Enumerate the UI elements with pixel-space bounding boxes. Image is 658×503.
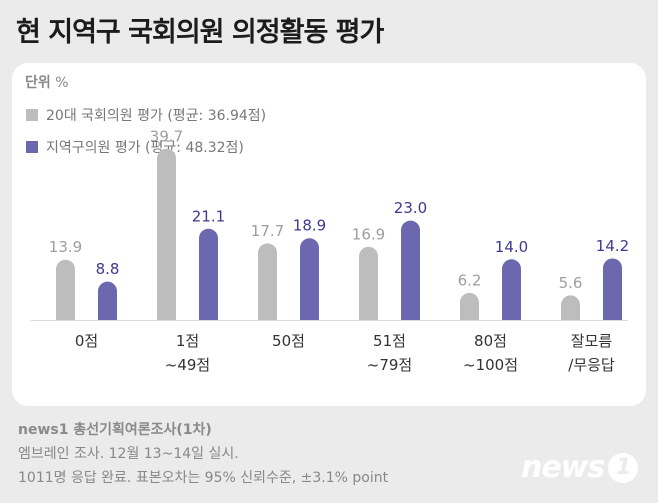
bar-label-s1-1: 39.7	[150, 127, 183, 145]
legend-swatch-series1	[26, 109, 38, 121]
logo-text: news	[521, 450, 605, 485]
bar-s2-1	[199, 228, 218, 320]
category-label-1: 1점 ~49점	[165, 332, 210, 374]
unit-label: 단위 %	[25, 72, 69, 92]
news1-logo: news 1	[521, 450, 639, 485]
footer-line1: 엠브레인 조사. 12월 13~14일 실시.	[18, 446, 239, 462]
unit-label-text: 단위	[25, 75, 51, 91]
bar-chart: 13.9 8.8 0점 39.7 21.1 1점 ~49점 17.7 18.9 50점 16.9 23…	[30, 127, 629, 374]
bar-s2-4	[502, 259, 521, 320]
bar-label-s1-2: 17.7	[251, 222, 284, 240]
footer-source: news1 총선기획여론조사(1차)	[18, 422, 212, 438]
category-label-5: 잘모름/무응답	[568, 332, 615, 374]
bar-s2-3	[401, 220, 420, 320]
bar-label-s2-5: 14.2	[596, 237, 629, 255]
bar-s2-5	[603, 258, 622, 320]
legend-item-series2: 지역구의원 평가 (평균: 48.32점)	[26, 137, 244, 157]
legend-swatch-series2	[26, 141, 38, 153]
bar-label-s1-5: 5.6	[559, 274, 583, 292]
footer: news1 총선기획여론조사(1차) 엠브레인 조사. 12월 13~14일 실…	[18, 418, 388, 490]
bar-s1-1	[157, 148, 176, 320]
legend-label-series1: 20대 국회의원 평가 (평균: 36.94점)	[46, 108, 267, 124]
category-label-2: 50점	[272, 332, 305, 350]
logo-badge: 1	[608, 452, 639, 483]
legend-label-series2: 지역구의원 평가 (평균: 48.32점)	[46, 140, 244, 156]
bar-s2-0	[98, 281, 117, 320]
bar-label-s1-0: 13.9	[49, 238, 82, 256]
bar-s1-4	[460, 292, 479, 320]
unit-value: %	[55, 75, 69, 91]
bar-s1-0	[56, 259, 75, 320]
bar-s2-2	[300, 238, 319, 320]
category-label-4: 80점 ~100점	[463, 332, 518, 374]
category-label-3: 51점 ~79점	[367, 332, 412, 374]
bar-label-s2-2: 18.9	[293, 217, 326, 235]
bar-label-s1-4: 6.2	[458, 271, 482, 289]
bar-label-s2-1: 21.1	[192, 207, 225, 225]
legend-item-series1: 20대 국회의원 평가 (평균: 36.94점)	[26, 105, 266, 125]
bar-s1-3	[359, 246, 378, 320]
bar-label-s2-4: 14.0	[495, 238, 528, 256]
bar-label-s2-0: 8.8	[96, 260, 120, 278]
bar-s1-5	[561, 295, 580, 320]
page-title: 현 지역구 국회의원 의정활동 평가	[16, 17, 384, 48]
footer-line2: 1011명 응답 완료. 표본오차는 95% 신뢰수준, ±3.1% point	[18, 470, 389, 486]
bar-label-s1-3: 16.9	[352, 225, 385, 243]
bar-s1-2	[258, 243, 277, 320]
category-label-0: 0점	[75, 332, 98, 350]
chart-card: 단위 % 20대 국회의원 평가 (평균: 36.94점) 지역구의원 평가 (…	[12, 63, 646, 406]
bar-label-s2-3: 23.0	[394, 199, 427, 217]
